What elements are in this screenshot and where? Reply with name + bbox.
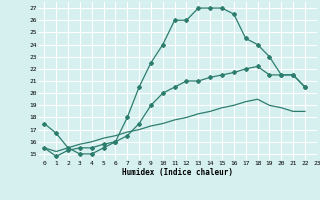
X-axis label: Humidex (Indice chaleur): Humidex (Indice chaleur) bbox=[122, 168, 233, 177]
